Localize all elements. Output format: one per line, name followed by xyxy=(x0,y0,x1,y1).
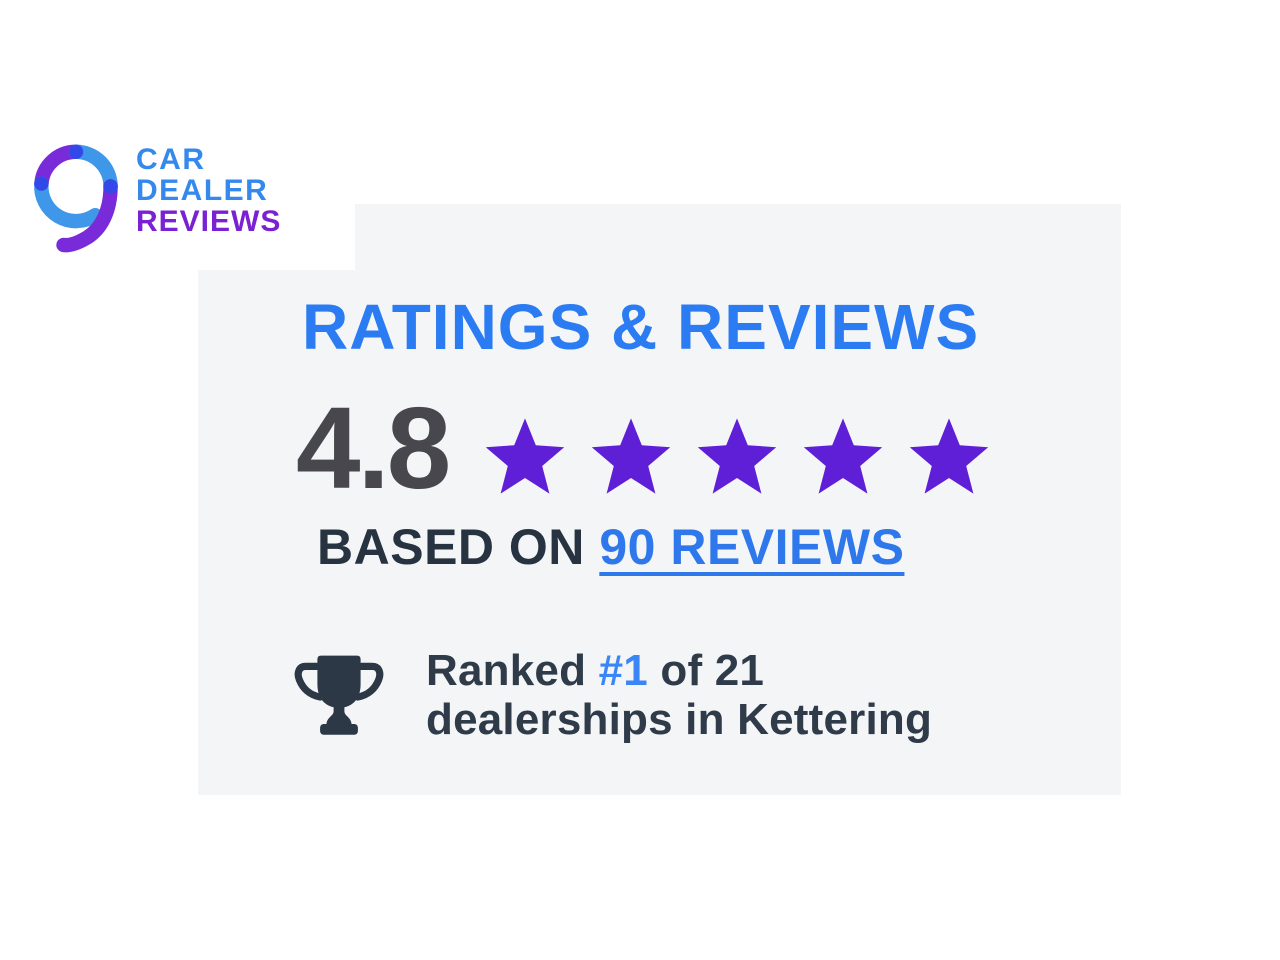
ring-swirl-icon xyxy=(34,144,118,253)
star-icon xyxy=(592,418,671,494)
logo-word-car: CAR xyxy=(136,143,206,176)
ranked-row: Ranked #1 of 21 dealerships in Kettering xyxy=(294,646,932,746)
ranked-prefix: Ranked xyxy=(426,646,587,695)
star-rating xyxy=(484,416,990,496)
ratings-reviews-title: RATINGS & REVIEWS xyxy=(302,291,980,363)
star-icon xyxy=(698,418,777,494)
rating-row: 4.8 xyxy=(296,383,990,513)
ranked-line2: dealerships in Kettering xyxy=(426,695,933,744)
based-on-line: BASED ON 90 REVIEWS xyxy=(317,518,904,576)
logo-word-dealer: DEALER xyxy=(136,174,269,207)
logo-word-reviews: REVIEWS xyxy=(136,205,282,238)
star-icon xyxy=(804,418,883,494)
star-icon xyxy=(910,418,989,494)
car-dealer-reviews-logo[interactable]: CAR DEALER REVIEWS xyxy=(28,138,281,254)
reviews-count-link[interactable]: 90 REVIEWS xyxy=(599,519,905,575)
ranked-text: Ranked #1 of 21 dealerships in Kettering xyxy=(426,646,932,744)
ratings-card-top xyxy=(355,204,1121,271)
ratings-card xyxy=(198,270,1121,795)
trophy-icon xyxy=(294,655,384,735)
star-icon xyxy=(486,418,565,494)
logo-wordmark: CAR DEALER REVIEWS xyxy=(136,138,281,237)
rank-number: #1 xyxy=(598,646,648,695)
rating-value: 4.8 xyxy=(296,383,451,513)
ranked-suffix: of 21 xyxy=(660,646,765,695)
based-on-label: BASED ON xyxy=(317,519,585,575)
